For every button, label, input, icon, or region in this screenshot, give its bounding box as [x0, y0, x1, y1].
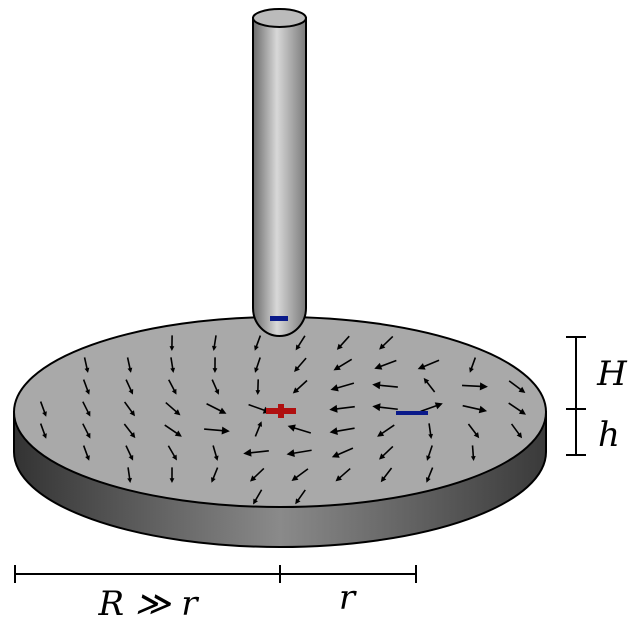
- field-arrow-head: [518, 408, 527, 415]
- field-arrow-head: [292, 387, 300, 394]
- field-arrow-head: [169, 478, 175, 483]
- rod: [252, 17, 307, 337]
- minus-charge: [270, 316, 288, 321]
- label-h: h: [598, 415, 620, 455]
- field-arrow-head: [254, 345, 259, 351]
- field-arrow-head: [518, 386, 526, 394]
- field-arrow-head: [329, 404, 338, 413]
- field-arrow-head: [128, 454, 134, 461]
- field-arrow-head: [85, 455, 90, 461]
- field-arrow-head: [372, 403, 381, 412]
- field-arrow-head: [379, 343, 386, 350]
- field-arrow-head: [469, 367, 474, 373]
- field-arrow-head: [85, 410, 91, 417]
- field-arrow-head: [243, 448, 252, 457]
- rod-top: [252, 8, 307, 28]
- field-arrow-head: [426, 455, 431, 461]
- field-arrow-head: [331, 451, 340, 458]
- field-arrow-head: [169, 346, 175, 351]
- field-arrow-head: [473, 432, 480, 439]
- field-arrow-head: [257, 421, 263, 427]
- field-arrow-head: [291, 474, 299, 481]
- field-arrow-head: [254, 367, 259, 373]
- field-arrow-head: [329, 427, 338, 435]
- label-R: R ≫ r: [97, 584, 199, 622]
- field-arrow-head: [470, 456, 476, 461]
- field-arrow-head: [42, 411, 47, 417]
- minus-charge: [396, 411, 428, 415]
- field-arrow-head: [423, 377, 430, 384]
- field-arrow-head: [171, 388, 177, 395]
- field-arrow-head: [84, 367, 90, 373]
- field-arrow-head: [250, 475, 257, 482]
- field-arrow-head: [129, 432, 136, 439]
- field-arrow-head: [211, 345, 217, 351]
- field-arrow-head: [286, 449, 295, 457]
- field-arrow-head: [377, 430, 385, 437]
- field-arrow-head: [128, 388, 134, 395]
- field-arrow-head: [478, 405, 488, 414]
- field-arrow-head: [174, 430, 182, 437]
- field-arrow-head: [85, 432, 91, 439]
- field-arrow-head: [294, 365, 300, 372]
- field-arrow-head: [42, 433, 47, 439]
- field-arrow-head: [380, 476, 387, 483]
- field-arrow-head: [479, 382, 488, 391]
- label-H: H: [596, 354, 628, 394]
- field-arrow-head: [336, 343, 343, 350]
- plus-charge: [278, 404, 284, 418]
- field-arrow-head: [295, 498, 301, 505]
- field-arrow-head: [374, 362, 383, 370]
- field-arrow-head: [127, 367, 133, 373]
- dimension-lines: [14, 336, 586, 583]
- field-arrow-head: [372, 381, 381, 390]
- field-arrow-head: [295, 344, 301, 351]
- field-arrows: [39, 335, 527, 505]
- field-arrow-head: [172, 454, 177, 461]
- field-arrow-head: [211, 477, 216, 483]
- field-arrow-head: [213, 455, 219, 461]
- field-arrow-head: [428, 433, 433, 439]
- field-arrow-head: [173, 409, 181, 416]
- field-arrow-head: [127, 477, 132, 483]
- field-arrow-head: [214, 389, 220, 395]
- field-arrow-head: [221, 426, 230, 435]
- field-arrow-head: [434, 402, 443, 410]
- field-arrow-head: [378, 453, 386, 460]
- field-arrow-head: [85, 389, 90, 395]
- field-arrow-head: [255, 390, 261, 395]
- field-arrow-head: [330, 384, 339, 392]
- field-arrow-head: [218, 407, 227, 414]
- field-arrow-head: [417, 363, 426, 370]
- label-r: r: [339, 578, 357, 618]
- field-arrow-head: [335, 475, 343, 482]
- field-arrow-head: [129, 410, 135, 417]
- field-arrow-head: [253, 498, 258, 505]
- field-arrow-head: [287, 424, 296, 432]
- field-arrow-head: [426, 477, 431, 483]
- field-arrow-head: [333, 364, 341, 371]
- field-arrow-head: [516, 432, 523, 439]
- field-arrow-head: [170, 367, 176, 373]
- field-arrow-head: [212, 368, 218, 373]
